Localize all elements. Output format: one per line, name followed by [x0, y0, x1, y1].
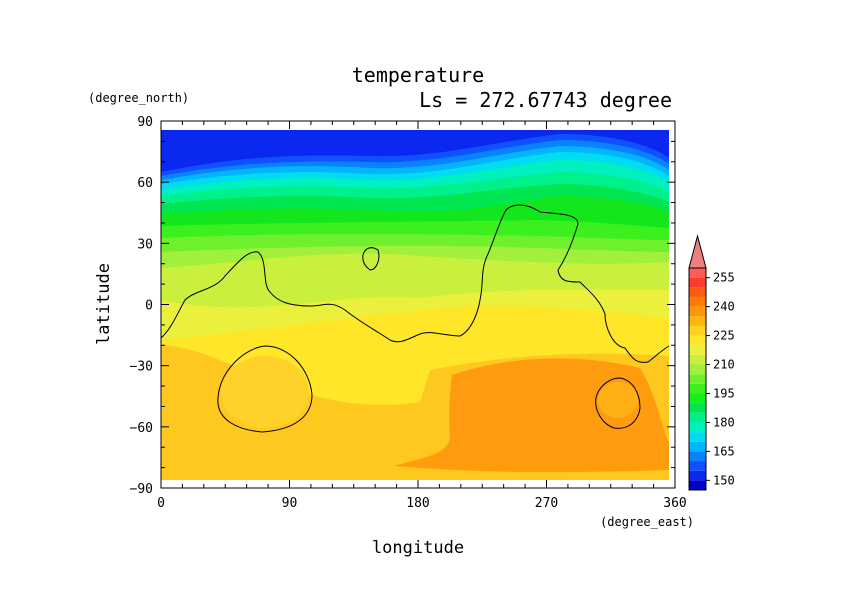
colorbar-tick-label: 225 — [713, 329, 735, 343]
y-units-label: (degree_north) — [88, 91, 189, 105]
colorbar-swatch — [689, 364, 706, 375]
colorbar-swatch — [689, 316, 706, 326]
y-tick-label: 0 — [145, 299, 153, 314]
y-tick-label: −90 — [130, 482, 153, 497]
y-tick-label: −60 — [130, 421, 153, 436]
colorbar-swatch — [689, 393, 706, 404]
colorbar-swatch — [689, 306, 706, 317]
colorbar-swatch — [689, 335, 706, 346]
x-tick-label: 90 — [282, 496, 298, 511]
colorbar-swatch — [689, 325, 706, 336]
field-patch-south-east — [598, 382, 638, 418]
field-patch-south-west — [221, 356, 309, 428]
x-tick-label: 0 — [157, 496, 165, 511]
y-axis-label: latitude — [94, 263, 114, 345]
colorbar-tick-label: 180 — [713, 415, 735, 429]
contour-line-northwest-spot — [362, 247, 380, 271]
colorbar-swatch — [689, 277, 706, 288]
x-tick-label: 360 — [663, 496, 686, 511]
x-tick-label: 180 — [406, 496, 429, 511]
temperature-field — [161, 130, 669, 480]
colorbar-swatch — [689, 432, 706, 442]
colorbar-tick-label: 210 — [713, 358, 735, 372]
colorbar-swatch — [689, 412, 706, 423]
colorbar-tick-label: 240 — [713, 300, 735, 314]
y-tick-label: 90 — [137, 115, 153, 130]
colorbar-swatch — [689, 268, 706, 278]
chart-title: temperature — [352, 63, 484, 87]
field-band-polar-blue — [161, 130, 669, 172]
colorbar-swatch — [689, 461, 706, 471]
contour-line-southwest-ring — [217, 345, 313, 433]
x-axis-label: longitude — [372, 538, 464, 558]
contour-line-north — [160, 204, 670, 363]
topography-contours — [160, 204, 670, 433]
axis-ticks — [160, 120, 676, 489]
field-band-orange-dark — [395, 358, 669, 473]
x-tick-label: 270 — [535, 496, 558, 511]
colorbar-swatch — [689, 354, 706, 365]
colorbar-tick-label: 255 — [713, 271, 735, 285]
colorbar-swatch — [689, 296, 706, 307]
x-tick-labels: 0 90 180 270 360 — [157, 496, 687, 511]
colorbar-swatch — [689, 383, 706, 394]
colorbar-labels: 255 240 225 210 195 180 165 150 — [713, 271, 735, 488]
colorbar-swatch — [689, 422, 706, 433]
y-tick-label: −30 — [130, 360, 153, 375]
colorbar-swatch — [689, 480, 706, 490]
x-units-label: (degree_east) — [600, 515, 694, 529]
y-tick-label: 30 — [137, 237, 153, 252]
colorbar-extend-arrow — [688, 234, 707, 269]
colorbar — [688, 234, 710, 491]
chart-subtitle: Ls = 272.67743 degree — [419, 88, 672, 112]
colorbar-swatch — [689, 345, 706, 355]
colorbar-swatch — [689, 374, 706, 384]
colorbar-swatch — [689, 287, 706, 297]
colorbar-tick-label: 195 — [713, 386, 735, 400]
colorbar-tick-label: 150 — [713, 473, 735, 487]
colorbar-tick-label: 165 — [713, 444, 735, 458]
colorbar-swatch — [689, 441, 706, 452]
colorbar-frame — [688, 267, 707, 491]
contour-line-southeast-ring — [595, 377, 641, 429]
y-tick-label: 60 — [137, 176, 153, 191]
y-tick-labels: 90 60 30 0 −30 −60 −90 — [130, 115, 153, 497]
colorbar-swatch — [689, 403, 706, 413]
colorbar-swatch — [689, 470, 706, 481]
colorbar-swatch — [689, 451, 706, 462]
